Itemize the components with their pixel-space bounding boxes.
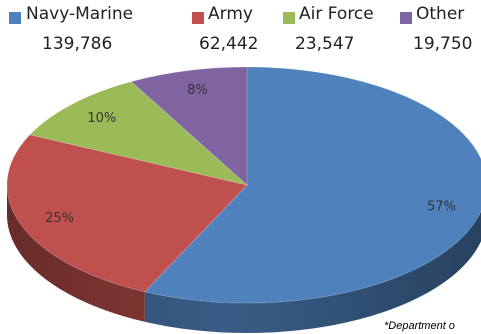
pie-labels: 57% 25% 10% 8% xyxy=(45,83,456,226)
pie-slice-navy-marine xyxy=(143,66,481,304)
legend-swatch-navy-marine xyxy=(9,12,21,24)
pie-slice-army xyxy=(6,134,248,293)
legend-count-army: 62,442 xyxy=(199,34,259,54)
legend-swatch-army xyxy=(192,12,204,24)
footnote: *Department o xyxy=(384,320,455,332)
legend-count-air-force: 23,547 xyxy=(295,34,355,54)
legend-label-navy-marine: Navy-Marine xyxy=(26,4,134,24)
pie-label-army: 25% xyxy=(45,211,74,226)
pie-slices xyxy=(6,66,481,304)
legend-label-air-force: Air Force xyxy=(299,4,374,24)
chart-legend: Navy-Marine 139,786 Army 62,442 Air Forc… xyxy=(0,2,481,64)
legend-count-navy-marine: 139,786 xyxy=(42,34,113,54)
pie-label-air-force: 10% xyxy=(87,111,116,126)
pie-side-shading xyxy=(7,185,481,333)
pie-label-other: 8% xyxy=(187,83,208,98)
pie-slice-air-force xyxy=(28,81,248,186)
legend-label-army: Army xyxy=(208,4,253,24)
pie-slice-other xyxy=(130,66,248,187)
legend-swatch-air-force xyxy=(283,12,295,24)
pie-depth xyxy=(7,185,481,333)
legend-count-other: 19,750 xyxy=(413,34,473,54)
legend-swatch-other xyxy=(400,12,412,24)
pie-label-navy-marine: 57% xyxy=(427,199,456,214)
legend-label-other: Other xyxy=(416,4,465,24)
